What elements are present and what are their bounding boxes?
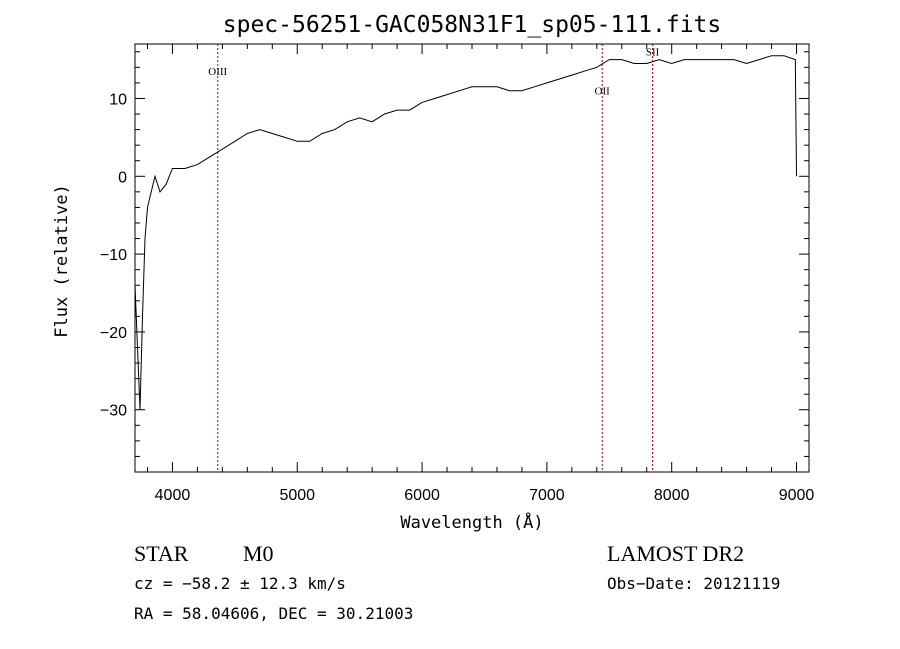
coordinates-text: RA = 58.04606, DEC = 30.21003 bbox=[134, 604, 413, 623]
line-marker-label: OIII bbox=[208, 66, 227, 78]
line-marker-label: OII bbox=[595, 86, 611, 98]
x-tick-label: 6000 bbox=[404, 487, 440, 504]
x-tick-label: 5000 bbox=[279, 487, 315, 504]
y-tick-label: −20 bbox=[100, 325, 127, 342]
spectrum-series-line bbox=[134, 55, 797, 410]
y-tick-label: −10 bbox=[100, 247, 127, 264]
velocity-text: cz = −58.2 ± 12.3 km/s bbox=[134, 574, 346, 593]
x-tick-label: 7000 bbox=[529, 487, 565, 504]
survey-name: LAMOST DR2 bbox=[607, 541, 744, 566]
y-tick-label: 0 bbox=[118, 169, 127, 186]
y-tick-label: −30 bbox=[100, 403, 127, 420]
x-tick-label: 4000 bbox=[155, 487, 191, 504]
object-subclass: M0 bbox=[243, 541, 274, 566]
x-axis-label: Wavelength (Å) bbox=[400, 511, 543, 533]
x-tick-label: 9000 bbox=[779, 487, 815, 504]
y-axis-label: Flux (relative) bbox=[52, 184, 72, 338]
line-marker-label: SII bbox=[646, 47, 660, 59]
obs-date-text: Obs−Date: 20121119 bbox=[607, 574, 780, 593]
y-tick-label: 10 bbox=[109, 91, 127, 108]
object-class: STAR bbox=[134, 541, 189, 566]
x-tick-label: 8000 bbox=[654, 487, 690, 504]
chart-title: spec-56251-GAC058N31F1_sp05-111.fits bbox=[223, 12, 722, 38]
